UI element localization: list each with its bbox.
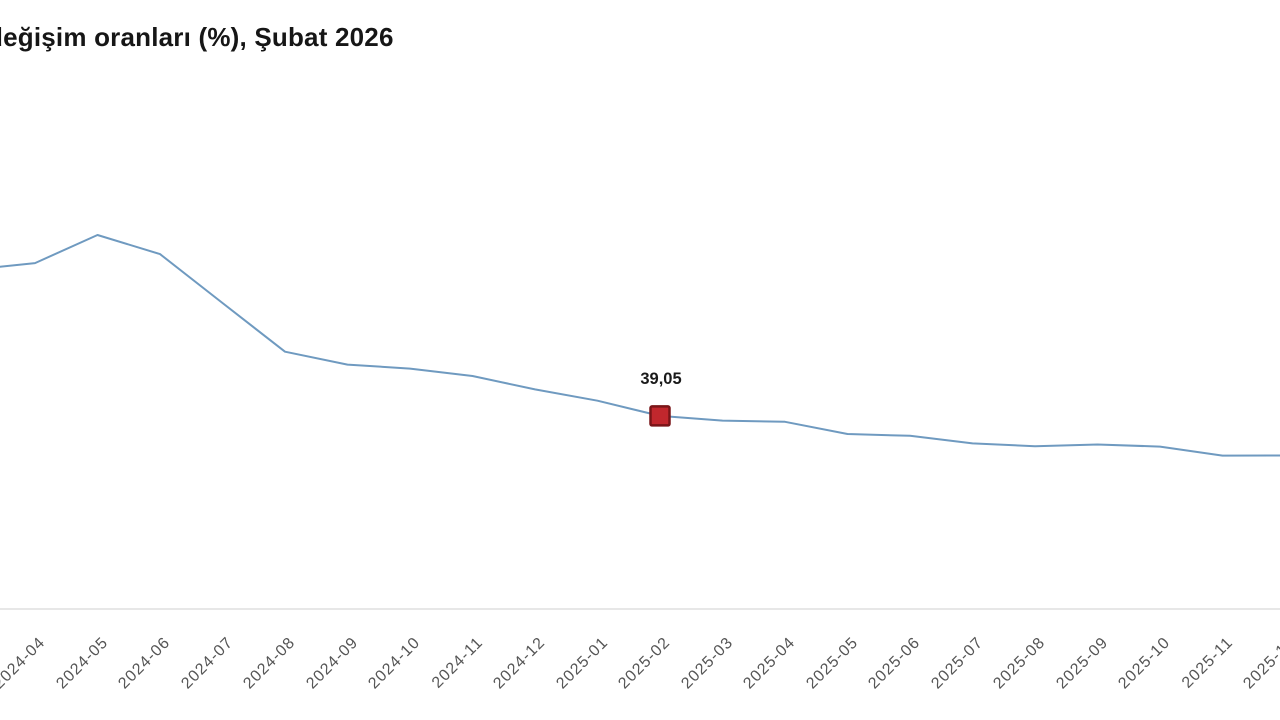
highlight-marker[interactable]: [649, 405, 671, 427]
data-point-label: 39,05: [640, 369, 682, 388]
chart-title: değişim oranları (%), Şubat 2026: [0, 22, 394, 52]
trend-line: [0, 234, 1280, 457]
